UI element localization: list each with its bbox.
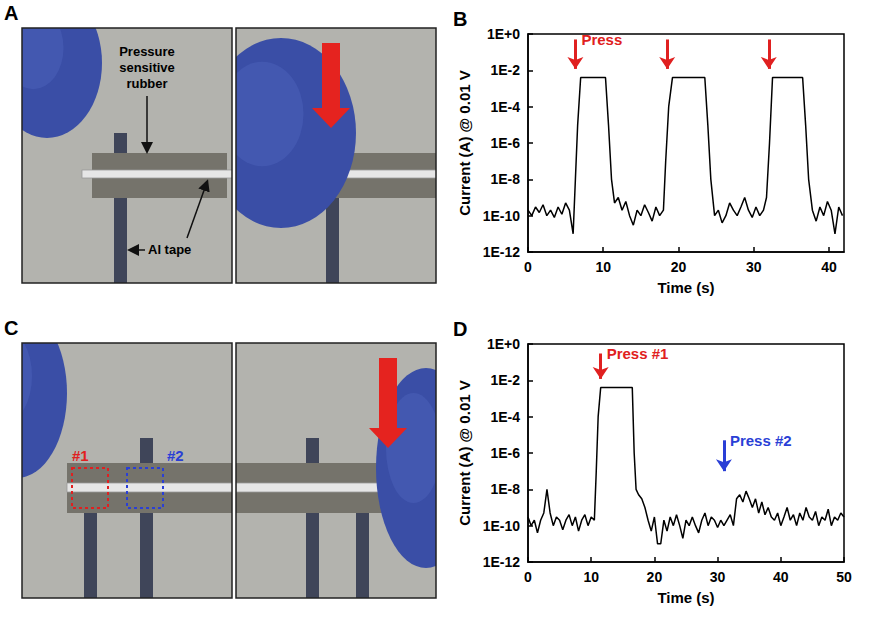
svg-text:Al tape: Al tape — [148, 242, 191, 257]
svg-text:30: 30 — [746, 259, 762, 275]
svg-text:#2: #2 — [167, 447, 184, 464]
svg-text:#1: #1 — [72, 447, 89, 464]
svg-text:Press #2: Press #2 — [730, 432, 792, 449]
svg-text:1E-10: 1E-10 — [483, 518, 521, 534]
svg-text:1E-6: 1E-6 — [490, 135, 520, 151]
svg-text:1E-2: 1E-2 — [490, 372, 520, 388]
svg-text:1E-2: 1E-2 — [490, 62, 520, 78]
svg-text:D: D — [453, 318, 467, 340]
svg-text:1E-10: 1E-10 — [483, 208, 521, 224]
svg-text:sensitive: sensitive — [119, 60, 175, 75]
svg-text:20: 20 — [671, 259, 687, 275]
svg-text:Pressure: Pressure — [119, 44, 175, 59]
svg-text:1E-6: 1E-6 — [490, 445, 520, 461]
svg-text:1E-8: 1E-8 — [490, 171, 520, 187]
svg-text:40: 40 — [773, 569, 789, 585]
svg-text:0: 0 — [524, 259, 532, 275]
svg-text:1E+0: 1E+0 — [487, 336, 520, 352]
svg-text:Press: Press — [581, 31, 622, 48]
svg-text:20: 20 — [647, 569, 663, 585]
svg-text:40: 40 — [821, 259, 837, 275]
svg-text:C: C — [4, 317, 18, 339]
svg-text:Current (A) @ 0.01 V: Current (A) @ 0.01 V — [456, 380, 473, 526]
svg-text:1E-8: 1E-8 — [490, 481, 520, 497]
svg-text:A: A — [4, 2, 18, 24]
svg-text:10: 10 — [595, 259, 611, 275]
svg-text:rubber: rubber — [126, 76, 167, 91]
svg-text:Current (A) @ 0.01 V: Current (A) @ 0.01 V — [456, 70, 473, 216]
svg-text:50: 50 — [836, 569, 852, 585]
svg-text:1E-12: 1E-12 — [483, 244, 521, 260]
svg-text:1E-4: 1E-4 — [490, 99, 520, 115]
svg-text:Press #1: Press #1 — [607, 345, 669, 362]
svg-text:Time (s): Time (s) — [657, 279, 714, 296]
svg-text:Time (s): Time (s) — [657, 589, 714, 606]
svg-text:30: 30 — [710, 569, 726, 585]
svg-text:1E-4: 1E-4 — [490, 409, 520, 425]
svg-text:0: 0 — [524, 569, 532, 585]
svg-text:10: 10 — [583, 569, 599, 585]
svg-text:1E-12: 1E-12 — [483, 554, 521, 570]
svg-text:1E+0: 1E+0 — [487, 26, 520, 42]
svg-text:B: B — [453, 8, 467, 30]
